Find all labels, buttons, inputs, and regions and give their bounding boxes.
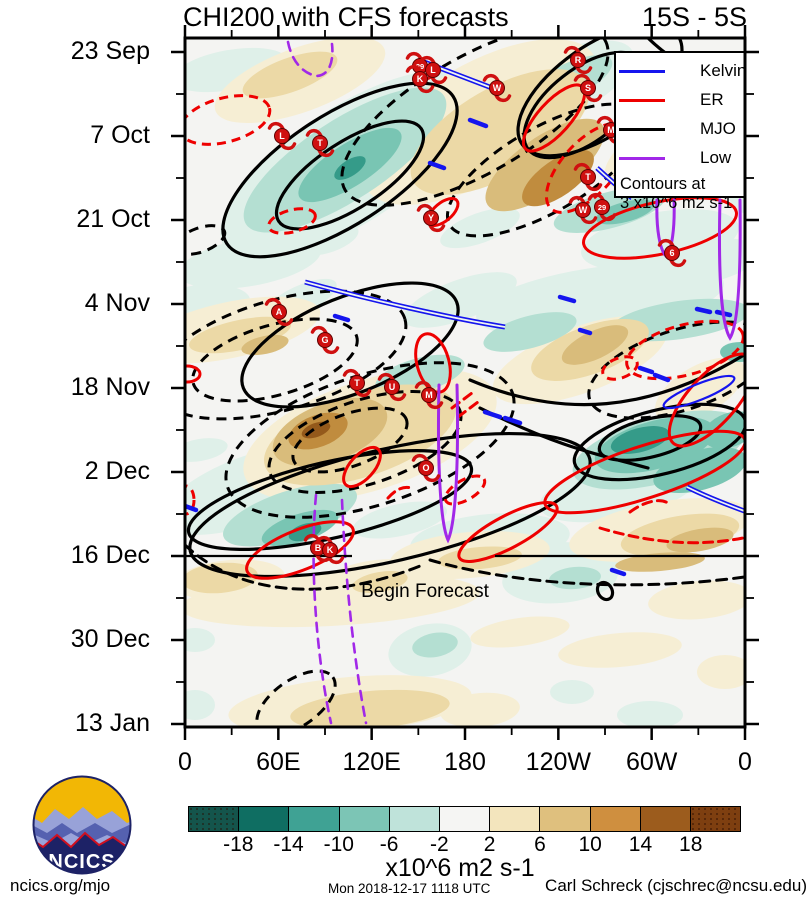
footer-timestamp: Mon 2018-12-17 1118 UTC <box>328 881 491 896</box>
y-axis-label: 13 Jan <box>74 709 150 737</box>
cyclone-label: K <box>417 74 424 84</box>
y-axis-label: 4 Nov <box>84 289 150 317</box>
x-axis-label: 60W <box>625 748 678 776</box>
kelvin-dash <box>694 306 713 315</box>
ncics-logo: NCICS <box>32 775 132 875</box>
colorbar-tick-label: 18 <box>679 833 703 856</box>
colorbar-cell <box>540 807 591 831</box>
colorbar-tick-label: 6 <box>534 833 546 856</box>
colorbar-cell <box>289 807 340 831</box>
cyclone-label: G <box>321 335 328 345</box>
legend-entry: ER <box>616 86 745 115</box>
legend-note: Contours at 3 x10^6 m2 s-1 <box>616 175 745 213</box>
y-axis-label: 21 Oct <box>76 205 150 233</box>
legend-line-swatch <box>619 128 665 131</box>
cyclone-label: K <box>327 545 334 555</box>
cyclone-label: 6 <box>669 248 674 258</box>
legend-entry-label: Kelvin <box>700 61 745 80</box>
latitude-band-label: 15S - 5S <box>641 2 747 32</box>
cyclone-label: L <box>430 65 436 75</box>
y-axis-label: 7 Oct <box>90 121 150 149</box>
legend-entry: MJO <box>616 115 745 144</box>
cyclone-label: S <box>585 83 591 93</box>
legend-line-swatch <box>619 157 665 160</box>
cyclone-label: A <box>276 307 283 317</box>
x-axis-label: 180 <box>444 748 486 776</box>
colorbar-tick-label: -2 <box>430 833 449 856</box>
x-axis-label: 120W <box>525 748 591 776</box>
colorbar-tick-label: -18 <box>223 833 254 856</box>
y-axis-label: 2 Dec <box>84 457 150 485</box>
x-axis-label: 60E <box>256 748 301 776</box>
chart-title: CHI200 with CFS forecasts <box>183 2 509 32</box>
legend-line-swatch <box>619 70 665 73</box>
colorbar-tick-label: -10 <box>323 833 354 856</box>
cyclone-label: L <box>279 131 285 141</box>
legend-note-line1: Contours at <box>620 175 706 193</box>
y-axis-label: 30 Dec <box>70 625 150 653</box>
begin-forecast-label: Begin Forecast <box>361 581 489 602</box>
logo-red-ridge-line <box>33 831 131 850</box>
logo-ridge-far <box>33 807 131 837</box>
y-axis-label: 18 Nov <box>70 373 150 401</box>
negative-anomaly-blob <box>550 680 594 704</box>
footer-url: ncics.org/mjo <box>10 876 111 895</box>
logo-text: NCICS <box>48 851 115 873</box>
cyclone-label: 29 <box>598 203 606 212</box>
colorbar-cell <box>439 807 491 831</box>
colorbar-cell <box>490 807 541 831</box>
colorbar-unit-label: x10^6 m2 s-1 <box>385 854 535 882</box>
plot-area: 29 L K W R S M T W 29 L T Y 6 A G T U M O B K Begin Forecast … <box>185 38 745 727</box>
colorbar-cell <box>189 807 240 831</box>
colorbar-cell <box>239 807 290 831</box>
cyclone-label: T <box>354 378 360 388</box>
legend-line-swatch <box>619 99 665 102</box>
colorbar-cell <box>640 807 691 831</box>
colorbar-cell <box>590 807 641 831</box>
legend-box: Kelvin ER MJO Low Contours at 3 x10^6 m2 s-… <box>614 51 745 212</box>
colorbar-tick-label: 10 <box>578 833 602 856</box>
legend-entry-label: ER <box>700 90 724 109</box>
colorbar-tick-label: -6 <box>379 833 399 856</box>
colorbar-tick-label: 14 <box>628 833 653 856</box>
cyclone-label: T <box>585 172 591 182</box>
colorbar-tick-label: -14 <box>273 833 304 856</box>
legend-note-line2: 3 x10^6 m2 s-1 <box>620 194 733 212</box>
cyclone-label: M <box>425 390 433 400</box>
cyclone-label: O <box>422 463 429 473</box>
kelvin-dash <box>577 327 593 336</box>
footer-credit: Carl Schreck (cjschrec@ncsu.edu) <box>545 876 807 895</box>
cyclone-label: U <box>389 382 396 392</box>
y-axis-label: 23 Sep <box>70 37 150 65</box>
colorbar <box>188 806 741 832</box>
cyclone-label: B <box>315 543 322 553</box>
colorbar-tick-label: 2 <box>483 833 496 856</box>
legend-entry-label: Low <box>700 148 732 167</box>
x-axis-label: 120E <box>342 748 401 776</box>
legend-entry: Low <box>616 144 745 173</box>
cyclone-label: R <box>575 55 582 65</box>
legend-entry-label: MJO <box>700 119 736 138</box>
colorbar-cell <box>389 807 440 831</box>
legend-entries: Kelvin ER MJO Low <box>616 57 745 173</box>
x-axis-label: 0 <box>738 748 752 776</box>
y-axis-label: 16 Dec <box>70 541 150 569</box>
cyclone-label: W <box>493 83 502 93</box>
legend-entry: Kelvin <box>616 57 745 86</box>
logo-ring <box>32 775 132 875</box>
cyclone-label: T <box>317 138 323 148</box>
colorbar-cell <box>339 807 390 831</box>
cyclone-label: Y <box>428 213 434 223</box>
cyclone-label: W <box>579 205 588 215</box>
x-axis-label: 0 <box>178 748 192 776</box>
colorbar-cell <box>690 807 741 831</box>
